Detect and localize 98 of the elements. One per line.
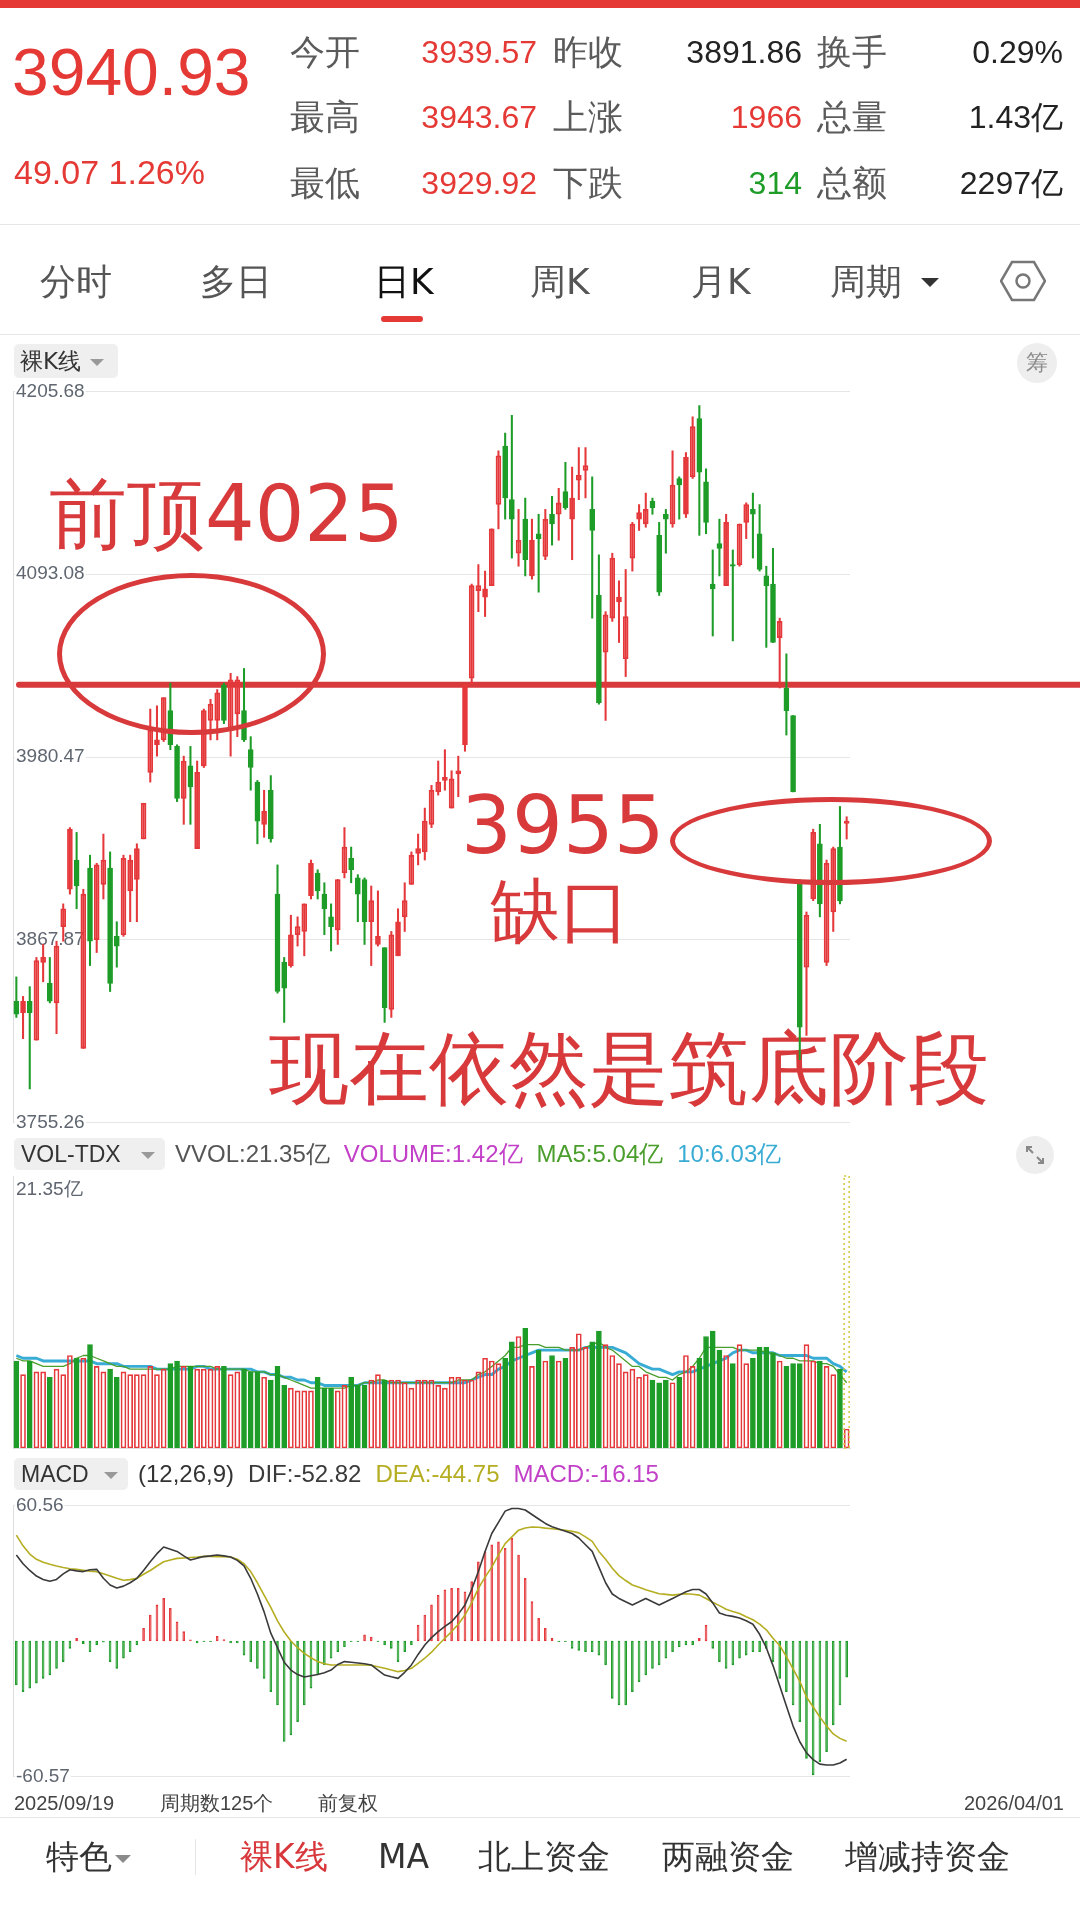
bar bbox=[790, 1363, 796, 1448]
y-tick-label: 4205.68 bbox=[16, 379, 85, 401]
bar bbox=[107, 1368, 113, 1448]
y-tick-label: 3980.47 bbox=[16, 745, 85, 767]
bar bbox=[502, 1357, 508, 1448]
text: MA bbox=[378, 1837, 430, 1877]
bar bbox=[328, 1387, 334, 1448]
text: DIF:-52.82 bbox=[248, 1460, 362, 1488]
bar bbox=[703, 1336, 709, 1448]
text: MA5:5.04亿 bbox=[536, 1139, 664, 1169]
text: 0.29% bbox=[972, 33, 1063, 71]
text: 增减持资金 bbox=[845, 1837, 1010, 1877]
text: 2026/04/01 bbox=[963, 1791, 1064, 1815]
text: 3929.92 bbox=[421, 164, 537, 202]
text: 最低 bbox=[290, 162, 360, 204]
annotation: 现在依然是筑底阶段 bbox=[269, 1021, 990, 1115]
bar bbox=[676, 1376, 683, 1448]
bar bbox=[281, 1385, 288, 1448]
bar bbox=[770, 1352, 776, 1448]
text: 49.07 1.26% bbox=[14, 151, 205, 193]
text: 最高 bbox=[290, 96, 360, 138]
text: 特色 bbox=[46, 1837, 112, 1877]
bar bbox=[843, 1175, 850, 1449]
dropdown-button: MACD bbox=[14, 1458, 128, 1490]
series-label: DEA:-44.75 bbox=[375, 1460, 500, 1488]
text: 3891.86 bbox=[686, 33, 802, 71]
annotation: 缺口 bbox=[490, 870, 631, 953]
text: 昨收 bbox=[553, 31, 623, 73]
text: 3943.67 bbox=[421, 98, 537, 136]
dropdown-button: 裸K线 bbox=[14, 344, 118, 378]
y-tick-label: 60.56 bbox=[16, 1493, 64, 1515]
candlestick bbox=[709, 549, 716, 637]
text: VOLUME:1.42亿 bbox=[343, 1139, 523, 1169]
text: 前复权 bbox=[318, 1791, 378, 1815]
text: MACD:-16.15 bbox=[513, 1460, 659, 1488]
text: 裸K线 bbox=[240, 1837, 328, 1877]
bar bbox=[241, 1368, 247, 1448]
text: 周期 bbox=[830, 259, 902, 303]
bar bbox=[763, 1347, 770, 1448]
text: 今开 bbox=[290, 31, 360, 73]
text: 分时 bbox=[40, 259, 112, 303]
candlestick bbox=[535, 513, 542, 593]
text: 10:6.03亿 bbox=[677, 1139, 782, 1169]
text: 北上资金 bbox=[478, 1837, 610, 1877]
bar bbox=[596, 1330, 602, 1448]
text: 1.43亿 bbox=[968, 98, 1063, 136]
text: 总额 bbox=[817, 162, 887, 204]
text: 换手 bbox=[817, 31, 887, 73]
text: 1966 bbox=[730, 98, 802, 136]
bar bbox=[174, 1360, 180, 1448]
bar bbox=[709, 1330, 716, 1448]
text: 两融资金 bbox=[662, 1837, 794, 1877]
bar bbox=[549, 1355, 555, 1448]
text: 月K bbox=[691, 259, 751, 303]
bar bbox=[221, 1366, 227, 1448]
annotation: 3955 bbox=[461, 779, 665, 873]
bar bbox=[355, 1385, 361, 1448]
y-tick-label: 3755.26 bbox=[16, 1110, 85, 1132]
bar bbox=[267, 1379, 274, 1448]
text: 2025/09/19 bbox=[14, 1791, 115, 1815]
bar bbox=[589, 1341, 596, 1448]
bar bbox=[796, 1363, 803, 1448]
candlestick bbox=[488, 528, 495, 587]
text: 314 bbox=[748, 164, 802, 202]
text: 总量 bbox=[817, 96, 887, 138]
text: VVOL:21.35亿 bbox=[175, 1139, 330, 1169]
round-button: 筹 bbox=[1017, 343, 1057, 383]
bar bbox=[47, 1376, 53, 1448]
text: 上涨 bbox=[553, 96, 623, 138]
bar bbox=[113, 1376, 120, 1448]
bar bbox=[817, 1360, 823, 1448]
bar bbox=[348, 1376, 354, 1448]
text: 3940.93 bbox=[12, 33, 251, 111]
text: 2297亿 bbox=[959, 164, 1063, 202]
bar bbox=[750, 1357, 756, 1448]
text: 周期数125个 bbox=[160, 1791, 274, 1815]
y-tick-label: -60.57 bbox=[16, 1764, 70, 1786]
text: 下跌 bbox=[553, 162, 623, 204]
text: 多日 bbox=[200, 259, 272, 303]
candlestick bbox=[87, 854, 93, 966]
bar bbox=[509, 1341, 515, 1448]
bar bbox=[663, 1379, 669, 1448]
bar bbox=[26, 1360, 33, 1448]
bar bbox=[87, 1344, 93, 1448]
dropdown-button: VOL-TDX bbox=[14, 1138, 165, 1170]
bar bbox=[522, 1327, 529, 1448]
text: 3939.57 bbox=[421, 33, 537, 71]
text: (12,26,9) bbox=[138, 1460, 235, 1488]
bar bbox=[729, 1363, 736, 1448]
text: 日K bbox=[374, 259, 434, 303]
bar bbox=[247, 1371, 254, 1448]
ref-line-label: 前顶4025 bbox=[49, 469, 404, 560]
annotation: 21.35亿 bbox=[16, 1176, 83, 1200]
bar bbox=[837, 1368, 843, 1448]
y-tick-label: 4093.08 bbox=[16, 562, 85, 584]
bar bbox=[656, 1382, 662, 1448]
candlestick bbox=[729, 549, 736, 642]
text: 周K bbox=[530, 259, 590, 303]
